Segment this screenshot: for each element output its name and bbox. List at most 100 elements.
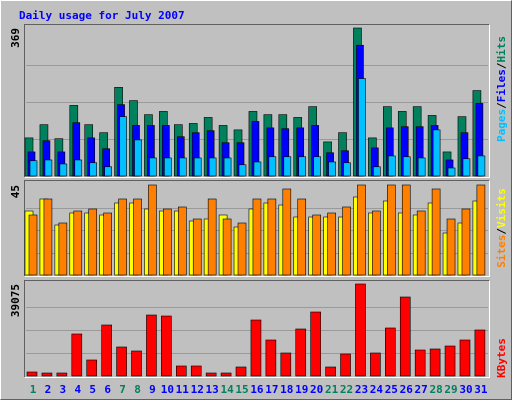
panel-shadow (24, 180, 490, 277)
bar (163, 208, 172, 276)
bar (223, 157, 232, 177)
legend-separator: / (495, 102, 508, 109)
legend-entry: Visits (495, 188, 508, 228)
bar (372, 210, 381, 276)
bar (89, 162, 98, 177)
x-tick-label: 10 (161, 383, 174, 396)
legend-separator: / (495, 62, 508, 69)
bar (190, 365, 202, 377)
x-tick-label: 30 (459, 383, 472, 396)
bar (253, 161, 262, 177)
y-tick-label: 45 (9, 185, 22, 198)
bar (447, 167, 456, 177)
bar (179, 157, 187, 177)
bar (429, 348, 441, 377)
bar (88, 208, 98, 276)
bar (74, 159, 83, 177)
bar (327, 212, 336, 276)
bar (267, 198, 277, 276)
bar (133, 198, 142, 276)
x-tick-label: 6 (104, 383, 111, 396)
bar (146, 314, 157, 377)
bar (208, 157, 217, 177)
x-tick-label: 13 (206, 383, 219, 396)
bar (385, 327, 396, 377)
x-tick-label: 31 (474, 383, 488, 396)
legend: Pages/Files/Hits (495, 36, 508, 142)
bar (176, 365, 187, 377)
bar (388, 155, 396, 177)
bar (250, 319, 262, 377)
bar (119, 116, 127, 177)
legend-entry: Files (495, 69, 508, 102)
bar (325, 366, 336, 377)
bar (29, 160, 38, 177)
bar (416, 210, 426, 276)
x-tick-label: 22 (340, 383, 353, 396)
bar (358, 78, 366, 177)
bar (342, 206, 351, 276)
bar (357, 184, 366, 276)
bar (44, 159, 53, 177)
bar (58, 222, 68, 276)
bar (462, 158, 471, 177)
x-tick-label: 19 (295, 383, 308, 396)
bar (252, 198, 262, 276)
bar (71, 333, 83, 377)
bar (355, 283, 366, 377)
x-tick-label: 12 (191, 383, 204, 396)
x-tick-label: 23 (355, 383, 368, 396)
bar (26, 371, 38, 377)
bar (235, 366, 247, 377)
x-tick-label: 26 (400, 383, 414, 396)
x-tick-label: 20 (310, 383, 323, 396)
legend-entry: Sites (495, 235, 508, 268)
bar (222, 218, 232, 276)
bar (149, 157, 157, 177)
bar (59, 163, 68, 177)
bar (373, 166, 381, 177)
x-tick-label: 7 (119, 383, 126, 396)
x-tick-label: 11 (176, 383, 190, 396)
bar (414, 349, 426, 377)
legend-separator: / (495, 228, 508, 235)
bar (101, 324, 112, 377)
bar (312, 214, 321, 276)
bar (328, 161, 336, 177)
x-tick-label: 8 (134, 383, 141, 396)
bar (116, 346, 127, 377)
legend: Sites/Visits (495, 188, 508, 268)
x-tick-label: 17 (265, 383, 278, 396)
bar (446, 218, 456, 276)
bar (432, 129, 441, 177)
bar (73, 210, 83, 276)
bar (399, 296, 411, 377)
x-tick-label: 1 (30, 383, 37, 396)
x-tick-label: 2 (45, 383, 52, 396)
panel-highlight (24, 180, 490, 277)
bar (238, 164, 247, 177)
bar (86, 359, 98, 377)
bar (28, 214, 38, 276)
bar (387, 184, 396, 276)
y-tick-label: 39075 (9, 284, 22, 317)
panel-shadow (24, 280, 490, 378)
legend-entry: KBytes (495, 338, 508, 378)
x-tick-label: 16 (250, 383, 264, 396)
bar (118, 198, 127, 276)
bar (476, 184, 486, 276)
bar (474, 329, 486, 377)
bar (295, 328, 307, 377)
bar (340, 353, 351, 377)
bar (297, 198, 307, 276)
bar (461, 208, 471, 276)
bar (401, 184, 411, 276)
legend: KBytes (495, 338, 508, 378)
bar (431, 188, 441, 276)
bar (207, 198, 217, 276)
bar (178, 206, 187, 276)
bar (237, 222, 247, 276)
x-tick-label: 28 (429, 383, 442, 396)
x-tick-label: 25 (385, 383, 398, 396)
bar (148, 184, 157, 276)
